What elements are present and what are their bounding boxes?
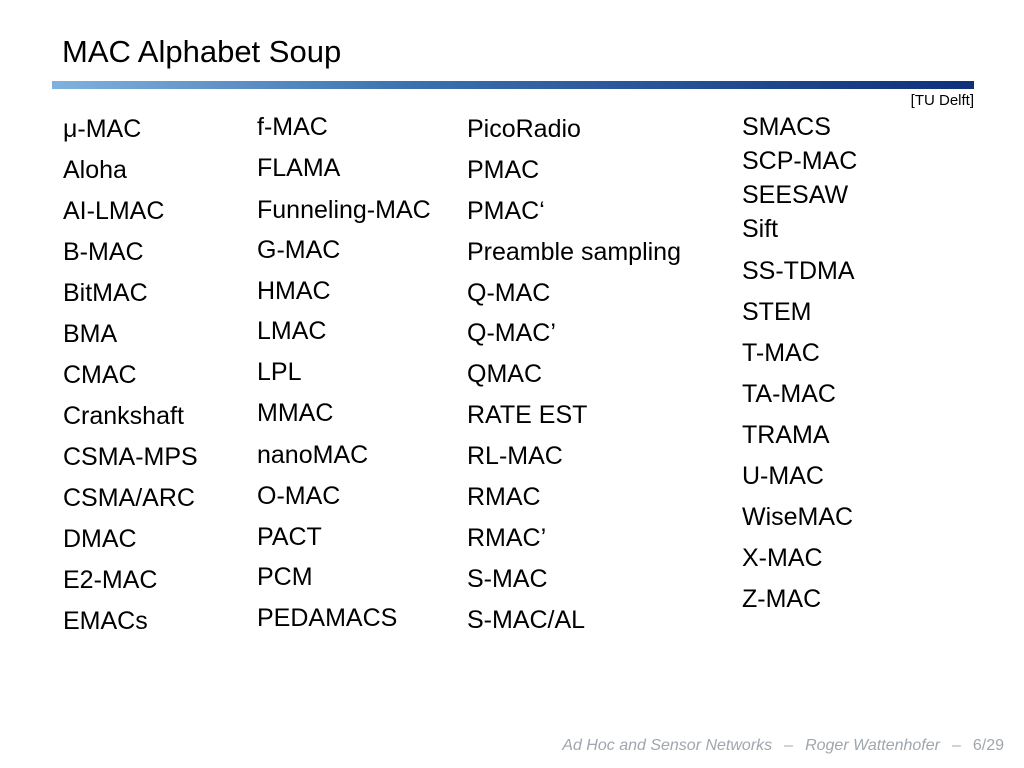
protocol-item: X-MAC	[742, 544, 823, 572]
protocol-item: E2-MAC	[63, 566, 158, 594]
protocol-item: B-MAC	[63, 238, 144, 266]
footer-course: Ad Hoc and Sensor Networks	[562, 737, 773, 754]
protocol-item: T-MAC	[742, 339, 820, 367]
footer-separator: –	[951, 737, 961, 754]
protocol-item: MMAC	[257, 399, 334, 427]
protocol-item: EMACs	[63, 607, 148, 635]
protocol-item: PACT	[257, 523, 322, 551]
protocol-item: PicoRadio	[467, 115, 581, 143]
protocol-item: Aloha	[63, 156, 127, 184]
protocol-item: nanoMAC	[257, 441, 369, 469]
protocol-item: Sift	[742, 215, 779, 243]
footer-author: Roger Wattenhofer	[805, 737, 940, 754]
protocol-item: Q-MAC’	[467, 319, 556, 347]
protocol-item: RL-MAC	[467, 442, 563, 470]
protocol-item: PCM	[257, 563, 313, 591]
title-underline-bar	[52, 81, 974, 89]
protocol-item: PMAC	[467, 156, 540, 184]
protocol-item: RMAC’	[467, 524, 547, 552]
protocol-item: RATE EST	[467, 401, 588, 429]
protocol-item: BMA	[63, 320, 118, 348]
protocol-item: CMAC	[63, 361, 137, 389]
protocol-item: BitMAC	[63, 279, 148, 307]
protocol-item: S-MAC	[467, 565, 548, 593]
footer-separator: –	[784, 737, 794, 754]
footer-page-number: 6/29	[972, 737, 1004, 754]
protocol-item: QMAC	[467, 360, 542, 388]
protocol-item: SEESAW	[742, 181, 849, 209]
protocol-item: AI-LMAC	[63, 197, 165, 225]
protocol-item: DMAC	[63, 525, 137, 553]
protocol-item: LPL	[257, 358, 302, 386]
protocol-item: LMAC	[257, 317, 327, 345]
protocol-item: STEM	[742, 298, 812, 326]
protocol-item: U-MAC	[742, 462, 824, 490]
protocol-item: CSMA/ARC	[63, 484, 195, 512]
protocol-item: Funneling-MAC	[257, 196, 431, 224]
protocol-item: μ-MAC	[63, 115, 142, 143]
protocol-item: CSMA-MPS	[63, 443, 198, 471]
source-citation: [TU Delft]	[910, 92, 974, 109]
protocol-item: O-MAC	[257, 482, 341, 510]
protocol-item: Q-MAC	[467, 279, 551, 307]
protocol-item: S-MAC/AL	[467, 606, 586, 634]
protocol-item: Preamble sampling	[467, 238, 681, 266]
protocol-item: Z-MAC	[742, 585, 822, 613]
protocol-item: Crankshaft	[63, 402, 184, 430]
protocol-item: PEDAMACS	[257, 604, 398, 632]
protocol-item: SMACS	[742, 113, 831, 141]
protocol-item: f-MAC	[257, 113, 328, 141]
protocol-item: G-MAC	[257, 236, 341, 264]
protocol-item: WiseMAC	[742, 503, 854, 531]
protocol-item: RMAC	[467, 483, 541, 511]
protocol-item: HMAC	[257, 277, 331, 305]
protocol-item: TRAMA	[742, 421, 830, 449]
protocol-item: SCP-MAC	[742, 147, 858, 175]
slide-footer: Ad Hoc and Sensor Networks – Roger Wattenh…	[562, 736, 1004, 756]
protocol-item: FLAMA	[257, 154, 341, 182]
slide-title: MAC Alphabet Soup	[62, 34, 342, 69]
protocol-item: TA-MAC	[742, 380, 836, 408]
protocol-item: PMAC‘	[467, 197, 545, 225]
protocol-item: SS-TDMA	[742, 257, 855, 285]
